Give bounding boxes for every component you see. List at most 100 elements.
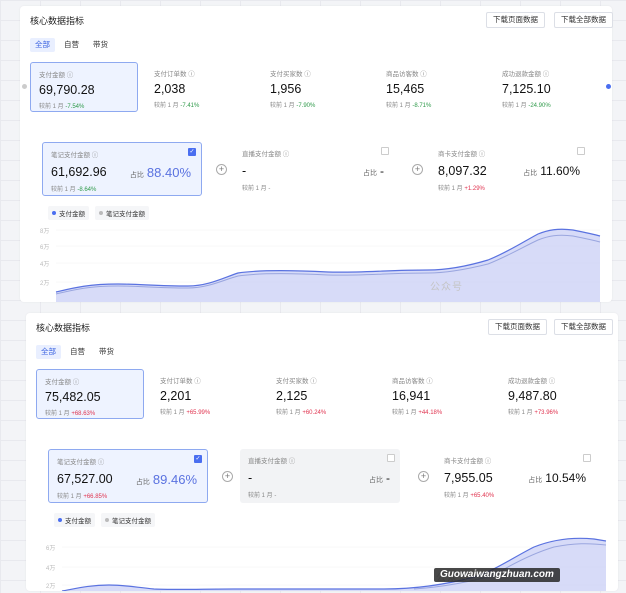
kpi-compare: 较前 1 月 +73.96%	[508, 410, 559, 416]
y-tick: 2万	[46, 584, 56, 590]
kpi-card-visitors[interactable]: 商品访客数 ⓘ 16,941 较前 1 月 +44.18%	[384, 369, 492, 419]
sub-card-live-payment[interactable]: 直播支付金额 ⓘ - 占比 - 较前 1 月 -	[240, 449, 400, 503]
sub-card-card-payment[interactable]: 商卡支付金额 ⓘ 8,097.32 占比 11.60% 较前 1 月 +1.29%	[430, 142, 590, 196]
tab-affiliate[interactable]: 带货	[93, 40, 108, 49]
tab-self-operated[interactable]: 自营	[70, 347, 85, 356]
kpi-card-payment[interactable]: 支付金额 ⓘ 75,482.05 较前 1 月 +68.63%	[36, 369, 144, 419]
site-watermark-banner: Guowaiwangzhuan.com	[434, 568, 560, 582]
scroll-left-icon[interactable]	[22, 84, 27, 89]
checkbox-icon[interactable]	[583, 454, 591, 462]
sub-ratio: 占比 11.60%	[523, 164, 580, 178]
sub-card-live-payment[interactable]: 直播支付金额 ⓘ - 占比 - 较前 1 月 -	[234, 142, 394, 196]
legend-item-payment[interactable]: 支付金额	[48, 206, 89, 220]
sub-label: 笔记支付金额 ⓘ	[57, 459, 105, 466]
kpi-label: 支付订单数 ⓘ	[160, 378, 201, 385]
kpi-card-visitors[interactable]: 商品访客数 ⓘ 15,465 较前 1 月 -8.71%	[378, 62, 486, 112]
watermark-text: 公众号	[430, 282, 463, 293]
sub-label: 直播支付金额 ⓘ	[248, 458, 296, 465]
kpi-value: 15,465	[386, 82, 425, 96]
y-tick: 4万	[40, 262, 50, 268]
legend-item-note-payment[interactable]: 笔记支付金额	[95, 206, 149, 220]
download-page-button[interactable]: 下载页面数据	[488, 319, 547, 335]
sub-ratio: 占比 -	[369, 471, 390, 485]
kpi-compare: 较前 1 月 +65.99%	[160, 410, 211, 416]
download-all-button[interactable]: 下载全部数据	[554, 12, 613, 28]
kpi-compare: 较前 1 月 -7.54%	[39, 104, 85, 110]
tab-all[interactable]: 全部	[36, 345, 61, 359]
y-tick: 6万	[46, 546, 56, 552]
line-note-payment	[55, 234, 601, 295]
tab-all[interactable]: 全部	[30, 38, 55, 52]
sub-compare: 较前 1 月 -	[248, 493, 277, 499]
y-tick: 8万	[40, 229, 50, 235]
kpi-value: 2,201	[160, 389, 192, 403]
sub-value: 67,527.00	[57, 472, 113, 486]
sub-card-card-payment[interactable]: 商卡支付金额 ⓘ 7,955.05 占比 10.54% 较前 1 月 +65.40…	[436, 449, 596, 503]
area-payment	[56, 229, 600, 302]
download-page-button[interactable]: 下载页面数据	[486, 12, 545, 28]
kpi-card-buyers[interactable]: 支付买家数 ⓘ 2,125 较前 1 月 +60.24%	[268, 369, 376, 419]
legend-item-payment[interactable]: 支付金额	[54, 513, 95, 527]
kpi-card-buyers[interactable]: 支付买家数 ⓘ 1,956 较前 1 月 -7.90%	[262, 62, 370, 112]
checkbox-checked-icon[interactable]: ✓	[194, 455, 202, 463]
sub-value: -	[248, 471, 253, 485]
kpi-compare: 较前 1 月 -8.71%	[386, 103, 432, 109]
plus-icon: +	[412, 164, 423, 175]
kpi-value: 7,125.10	[502, 82, 551, 96]
kpi-value: 69,790.28	[39, 83, 95, 97]
checkbox-icon[interactable]	[577, 147, 585, 155]
kpi-card-payment[interactable]: 支付金额 ⓘ 69,790.28 较前 1 月 -7.54%	[30, 62, 138, 112]
sub-compare: 较前 1 月 +1.29%	[438, 186, 485, 192]
kpi-card-orders[interactable]: 支付订单数 ⓘ 2,038 较前 1 月 -7.41%	[146, 62, 254, 112]
kpi-value: 2,125	[276, 389, 308, 403]
sub-label: 商卡支付金额 ⓘ	[438, 151, 486, 158]
kpi-compare: 较前 1 月 -7.41%	[154, 103, 200, 109]
kpi-value: 9,487.80	[508, 389, 557, 403]
line-payment	[55, 228, 601, 293]
checkbox-icon[interactable]	[387, 454, 395, 462]
sub-ratio: 占比 88.40%	[129, 165, 191, 180]
kpi-label: 商品访客数 ⓘ	[386, 71, 427, 78]
kpi-label: 支付买家数 ⓘ	[276, 378, 317, 385]
tab-affiliate[interactable]: 带货	[99, 347, 114, 356]
kpi-card-refund[interactable]: 成功退款金额 ⓘ 7,125.10 较前 1 月 -24.90%	[494, 62, 602, 112]
legend-item-note-payment[interactable]: 笔记支付金额	[101, 513, 155, 527]
kpi-label: 支付买家数 ⓘ	[270, 71, 311, 78]
download-all-button[interactable]: 下载全部数据	[554, 319, 613, 335]
sub-value: 61,692.96	[51, 165, 107, 179]
sub-card-note-payment[interactable]: ✓ 笔记支付金额 ⓘ 67,527.00 占比 89.46% 较前 1 月 +66…	[48, 449, 208, 503]
kpi-value: 1,956	[270, 82, 302, 96]
kpi-label: 支付订单数 ⓘ	[154, 71, 195, 78]
sub-ratio: 占比 10.54%	[528, 471, 586, 485]
sub-ratio: 占比 -	[363, 164, 384, 178]
trend-area-chart	[55, 228, 601, 302]
kpi-label: 商品访客数 ⓘ	[392, 378, 433, 385]
sub-card-note-payment[interactable]: ✓ 笔记支付金额 ⓘ 61,692.96 占比 88.40% 较前 1 月 -8.…	[42, 142, 202, 196]
sub-compare: 较前 1 月 +65.40%	[444, 493, 495, 499]
kpi-compare: 较前 1 月 +44.18%	[392, 410, 443, 416]
scroll-right-icon[interactable]	[606, 84, 611, 89]
sub-label: 笔记支付金额 ⓘ	[51, 152, 99, 159]
kpi-label: 支付金额 ⓘ	[45, 379, 80, 386]
tab-bar: 全部 自营 带货	[36, 345, 119, 359]
tab-self-operated[interactable]: 自营	[64, 40, 79, 49]
kpi-compare: 较前 1 月 +60.24%	[276, 410, 327, 416]
sub-compare: 较前 1 月 +66.85%	[57, 494, 108, 500]
checkbox-checked-icon[interactable]: ✓	[188, 148, 196, 156]
checkbox-icon[interactable]	[381, 147, 389, 155]
sub-label: 直播支付金额 ⓘ	[242, 151, 290, 158]
sub-compare: 较前 1 月 -	[242, 186, 271, 192]
kpi-value: 16,941	[392, 389, 431, 403]
kpi-card-orders[interactable]: 支付订单数 ⓘ 2,201 较前 1 月 +65.99%	[152, 369, 260, 419]
kpi-card-refund[interactable]: 成功退款金额 ⓘ 9,487.80 较前 1 月 +73.96%	[500, 369, 608, 419]
area-payment	[62, 538, 606, 591]
kpi-compare: 较前 1 月 -24.90%	[502, 103, 551, 109]
kpi-compare: 较前 1 月 +68.63%	[45, 411, 96, 417]
sub-value: -	[242, 164, 247, 178]
plus-icon: +	[418, 471, 429, 482]
y-tick: 2万	[40, 281, 50, 287]
sub-ratio: 占比 89.46%	[135, 472, 197, 487]
core-metrics-panel-1: 核心数据指标 下载页面数据 下载全部数据 全部 自营 带货 支付金额 ⓘ 69,…	[20, 6, 613, 302]
sub-value: 7,955.05	[444, 471, 493, 485]
sub-label: 商卡支付金额 ⓘ	[444, 458, 492, 465]
